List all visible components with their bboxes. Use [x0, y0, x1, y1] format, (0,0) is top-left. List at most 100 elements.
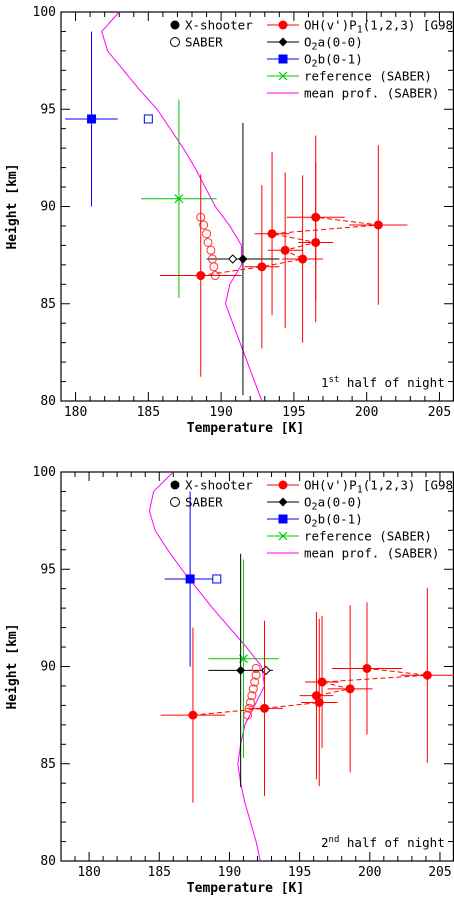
oh-marker: [257, 262, 267, 272]
saber-marker: [251, 663, 261, 673]
oh-marker: [373, 220, 383, 230]
legend-label: X-shooter: [185, 18, 253, 33]
legend-label: reference (SABER): [304, 529, 432, 544]
legend-label: O2a(0-0): [304, 35, 363, 53]
legend-label: mean prof. (SABER): [304, 86, 439, 101]
oh-marker: [362, 663, 372, 673]
legend-symbol: [278, 514, 288, 524]
legend-symbol: [278, 20, 288, 30]
legend-symbol: [278, 54, 288, 64]
y-tick-label: 85: [40, 297, 56, 312]
y-tick-label: 100: [33, 5, 56, 20]
saber-marker: [250, 677, 260, 687]
saber-marker: [202, 229, 212, 239]
legend-label: O2b(0-1): [304, 512, 363, 530]
legend-symbol: [170, 37, 180, 47]
o2a-marker: [236, 665, 246, 675]
legend-label: mean prof. (SABER): [304, 546, 439, 561]
x-tick-label: 190: [218, 865, 241, 880]
saber-marker: [248, 684, 258, 694]
legend: X-shooter SABER OH(v')P1(1,2,3) [G98]O2a(0…: [170, 478, 454, 561]
oh-marker: [188, 710, 198, 720]
legend-symbol: [278, 71, 288, 81]
y-tick-label: 85: [40, 757, 56, 772]
saber-marker: [251, 670, 261, 680]
legend-label: X-shooter: [185, 478, 253, 493]
y-tick-label: 95: [40, 562, 56, 577]
o2a-saber-marker: [228, 254, 238, 264]
oh-marker: [311, 212, 321, 222]
legend-label: OH(v')P1(1,2,3) [G98]: [304, 478, 454, 496]
y-tick-label: 90: [40, 200, 56, 215]
oh-marker: [317, 677, 327, 687]
oh-marker: [267, 229, 277, 239]
y-axis-title: Height [km]: [5, 623, 20, 709]
saber-marker: [209, 262, 219, 272]
legend-symbol: [278, 37, 288, 47]
legend-symbol: [170, 480, 180, 490]
saber-marker: [245, 697, 255, 707]
oh-dashed-line: [200, 216, 379, 277]
o2b-saber-marker: [143, 114, 153, 124]
legend-symbol: [278, 497, 288, 507]
x-tick-label: 185: [137, 405, 160, 420]
legend-symbol: [278, 531, 288, 541]
panel-annotation: 2nd half of night: [321, 835, 445, 850]
x-tick-label: 195: [282, 405, 305, 420]
oh-dashed-line: [192, 667, 428, 716]
plot-area: [65, 12, 408, 401]
plot-area: [148, 472, 454, 861]
mean-profile-line: [148, 472, 266, 861]
saber-marker: [243, 710, 253, 720]
y-axis-title: Height [km]: [5, 163, 20, 249]
chart-panel-1: 180 185 190 195 200 205 80 85 90 95 100 Temperature…: [5, 5, 454, 436]
x-tick-label: 195: [288, 865, 311, 880]
oh-marker: [314, 697, 324, 707]
x-tick-label: 200: [358, 865, 381, 880]
oh-marker: [298, 254, 308, 264]
o2b-saber-marker: [212, 574, 222, 584]
oh-marker: [345, 684, 355, 694]
saber-marker: [199, 220, 209, 230]
x-axis-title: Temperature [K]: [187, 881, 304, 896]
o2b-marker: [87, 114, 97, 124]
o2a-marker: [238, 254, 248, 264]
x-tick-label: 190: [209, 405, 232, 420]
saber-marker: [247, 691, 257, 701]
y-tick-label: 90: [40, 660, 56, 675]
oh-marker: [280, 245, 290, 255]
oh-marker: [311, 691, 321, 701]
oh-marker: [260, 703, 270, 713]
x-axis-title: Temperature [K]: [187, 421, 304, 436]
x-tick-label: 205: [428, 405, 451, 420]
legend-label: O2a(0-0): [304, 495, 363, 513]
legend-label: SABER: [185, 495, 223, 510]
oh-marker: [422, 670, 432, 680]
legend-label: SABER: [185, 35, 223, 50]
x-tick-label: 185: [148, 865, 171, 880]
o2b-marker: [185, 574, 195, 584]
y-tick-label: 100: [33, 465, 56, 480]
x-tick-label: 200: [355, 405, 378, 420]
y-tick-label: 80: [40, 854, 56, 869]
legend-symbol: [170, 20, 180, 30]
legend-label: OH(v')P1(1,2,3) [G98]: [304, 18, 454, 36]
legend-label: O2b(0-1): [304, 52, 363, 70]
x-tick-label: 180: [77, 865, 100, 880]
x-tick-label: 180: [64, 405, 87, 420]
panel-annotation: 1st half of night: [321, 375, 445, 390]
reference-marker: [174, 194, 184, 204]
saber-marker: [203, 237, 213, 247]
legend-label: reference (SABER): [304, 69, 432, 84]
legend: X-shooter SABER OH(v')P1(1,2,3) [G98]O2a(0…: [170, 18, 454, 101]
y-tick-label: 80: [40, 394, 56, 409]
legend-symbol: [170, 497, 180, 507]
chart-panel-2: 180 185 190 195 200 205 80 85 90 95 100 Temperature…: [5, 465, 454, 896]
o2a-saber-marker: [261, 665, 271, 676]
y-tick-label: 95: [40, 102, 56, 117]
oh-marker: [196, 271, 206, 281]
mean-profile-line: [101, 12, 263, 401]
x-tick-label: 205: [428, 865, 451, 880]
legend-symbol: [278, 480, 288, 490]
